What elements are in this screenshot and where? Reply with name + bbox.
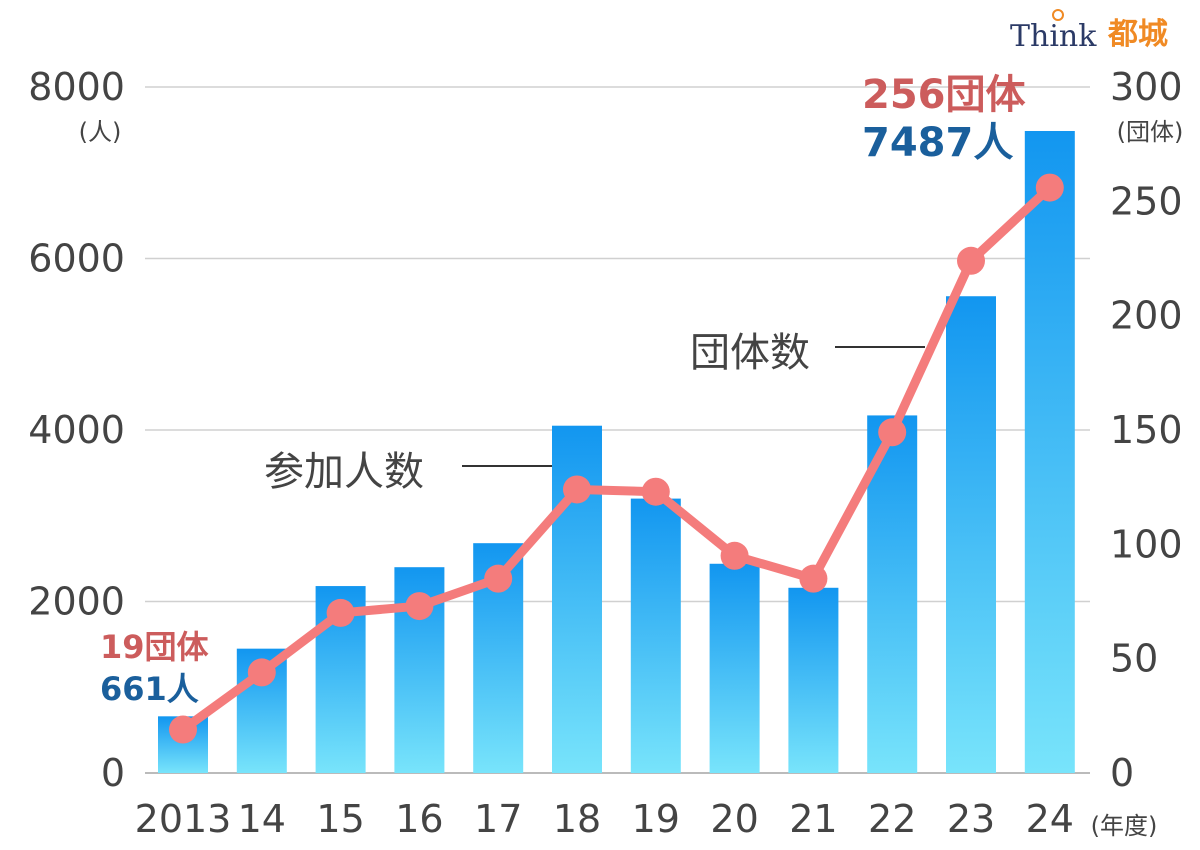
x-tick-label: 14 — [238, 797, 286, 841]
left-tick-label: 6000 — [28, 237, 125, 281]
bar-19 — [630, 498, 681, 773]
gridlines — [145, 86, 1090, 774]
logo-text-city: 都城 — [1107, 17, 1168, 52]
right-tick-label: 300 — [1110, 65, 1183, 109]
x-tick-label: 21 — [789, 797, 837, 841]
bar-23 — [946, 296, 996, 773]
bar-24 — [1024, 130, 1075, 773]
group-count-polyline — [178, 183, 1055, 735]
logo-text-think: Think — [1010, 19, 1097, 54]
point-24 — [1035, 173, 1064, 202]
left-tick-label: 4000 — [28, 408, 125, 452]
x-tick-label: 20 — [710, 797, 758, 841]
last-groups-annotation: 256団体 — [862, 72, 1026, 118]
right-tick-label: 200 — [1110, 294, 1183, 338]
series-label-groups: 団体数 — [690, 330, 810, 376]
point-22 — [878, 418, 907, 447]
x-tick-label: 16 — [395, 797, 443, 841]
x-axis-unit: (年度) — [1091, 812, 1158, 840]
point-19 — [641, 477, 670, 506]
x-tick-label: 19 — [632, 797, 680, 841]
group-count-line — [169, 173, 1064, 744]
x-tick-label: 22 — [868, 797, 916, 841]
first-groups-annotation: 19団体 — [100, 628, 209, 666]
x-tick-label: 2013 — [135, 797, 232, 841]
right-tick-label: 250 — [1110, 179, 1183, 223]
point-21 — [799, 564, 828, 593]
series-label-participants: 参加人数 — [264, 449, 424, 495]
left-tick-label: 2000 — [28, 580, 125, 624]
point-17 — [484, 564, 513, 593]
point-23 — [957, 246, 985, 275]
right-tick-label: 100 — [1110, 522, 1183, 566]
left-tick-label: 8000 — [28, 65, 125, 109]
last-people-annotation: 7487人 — [862, 120, 1013, 166]
x-tick-label: 17 — [474, 797, 522, 841]
point-2013 — [169, 715, 197, 744]
left-axis-unit: (人) — [79, 118, 122, 146]
left-axis-ticks: 0 2000 4000 6000 8000 — [28, 65, 125, 795]
point-15 — [326, 598, 355, 627]
x-tick-label: 23 — [947, 797, 995, 841]
lightbulb-icon — [1052, 9, 1064, 21]
point-20 — [720, 541, 749, 570]
point-18 — [563, 475, 591, 504]
point-14 — [247, 658, 276, 687]
right-tick-label: 150 — [1110, 408, 1183, 452]
bar-20 — [709, 563, 760, 773]
x-tick-label: 15 — [316, 797, 364, 841]
right-axis-ticks: 0 50 100 150 200 250 300 — [1110, 65, 1183, 795]
right-tick-label: 50 — [1110, 637, 1158, 681]
first-people-annotation: 661人 — [100, 670, 199, 708]
bar-21 — [788, 587, 839, 773]
logo: Think 都城 — [1010, 9, 1168, 54]
bar-22 — [867, 415, 918, 773]
right-tick-label: 0 — [1110, 751, 1134, 795]
x-tick-label: 18 — [553, 797, 601, 841]
right-axis-unit: (団体) — [1117, 118, 1184, 146]
x-axis-ticks: 2013 14 15 16 17 18 19 20 21 22 23 24 — [135, 797, 1074, 841]
bars — [158, 130, 1075, 773]
left-tick-label: 0 — [101, 751, 125, 795]
x-tick-label: 24 — [1026, 797, 1074, 841]
point-16 — [405, 592, 434, 621]
